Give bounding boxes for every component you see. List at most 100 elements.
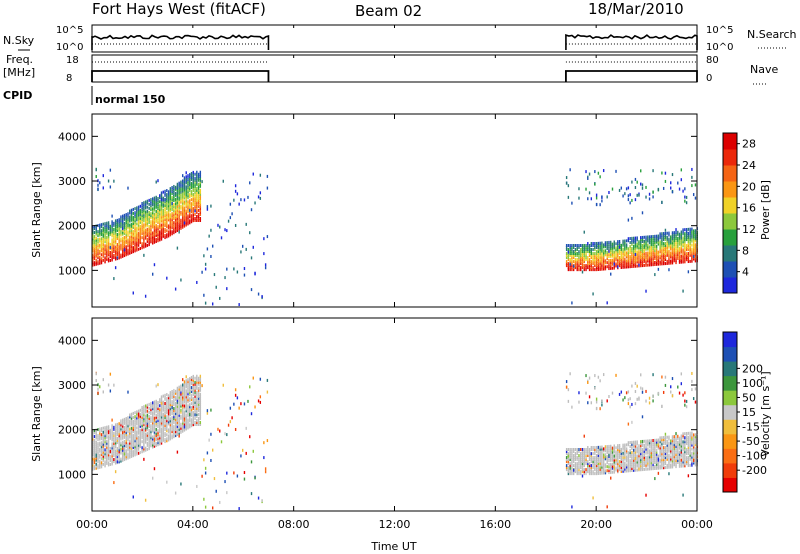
power-cell — [174, 220, 177, 224]
velocity-cell — [143, 429, 145, 433]
velocity-cell — [590, 458, 593, 462]
velocity-cell — [662, 436, 665, 440]
velocity-cell — [143, 421, 145, 425]
velocity-cell — [650, 465, 653, 469]
velocity-cell — [141, 416, 143, 420]
velocity-cell — [618, 449, 621, 453]
velocity-cell — [692, 397, 695, 401]
power-cell — [162, 190, 164, 194]
power-cell — [199, 190, 202, 194]
velocity-cell — [587, 380, 589, 384]
power-cell — [608, 191, 610, 195]
power-cell — [118, 248, 120, 252]
velocity-cell — [95, 466, 97, 470]
power-cell — [95, 236, 97, 240]
power-cell — [174, 214, 177, 218]
power-cell — [659, 234, 661, 238]
power-cell — [662, 256, 665, 260]
power-cell — [116, 232, 119, 236]
velocity-cell — [151, 411, 154, 415]
power-cell — [143, 229, 145, 233]
power-cell — [116, 226, 119, 230]
velocity-cell — [673, 447, 675, 451]
power-cell — [576, 252, 578, 256]
power-cell — [641, 211, 644, 215]
power-cell — [640, 254, 642, 258]
velocity-cell — [157, 407, 159, 411]
velocity-cell — [578, 450, 580, 454]
velocity-cell — [604, 453, 607, 457]
power-cell — [180, 220, 182, 224]
velocity-cell — [668, 447, 670, 451]
power-cell — [680, 238, 683, 242]
velocity-cell — [174, 426, 177, 430]
velocity-cell — [166, 419, 168, 423]
velocity-cell — [132, 419, 134, 423]
velocity-cell — [671, 465, 674, 469]
power-cell — [620, 263, 623, 267]
velocity-cell — [160, 419, 163, 423]
power-cell — [104, 250, 106, 254]
power-cell — [624, 259, 626, 263]
velocity-cell — [680, 434, 683, 438]
velocity-cell — [151, 439, 154, 443]
power-cell — [139, 236, 142, 240]
power-cell — [187, 184, 189, 188]
power-cell — [162, 210, 164, 214]
power-cell — [599, 263, 601, 267]
power-cell — [129, 235, 131, 239]
power-cell — [166, 207, 168, 211]
velocity-cell — [678, 458, 681, 462]
velocity-cell — [638, 454, 640, 458]
power-cell — [652, 195, 654, 199]
power-cell — [662, 186, 665, 190]
power-cell — [167, 194, 170, 198]
power-cell — [192, 170, 194, 174]
velocity-cell — [645, 459, 647, 463]
velocity-cell — [169, 399, 172, 403]
power-cell — [132, 248, 134, 252]
velocity-cell — [137, 441, 140, 445]
velocity-cell — [136, 446, 138, 450]
power-cell — [657, 252, 660, 256]
velocity-cell — [104, 454, 106, 458]
velocity-cell — [668, 459, 670, 463]
power-cell — [125, 253, 127, 257]
velocity-cell — [120, 437, 122, 441]
power-cell — [199, 210, 202, 214]
velocity-cell — [155, 421, 157, 425]
velocity-cell — [134, 441, 136, 445]
power-cell — [153, 202, 156, 206]
power-cell — [611, 242, 614, 246]
power-cell — [180, 212, 182, 216]
velocity-cell — [189, 417, 191, 421]
velocity-cell — [150, 444, 152, 448]
velocity-cell — [631, 446, 633, 450]
velocity-cell — [675, 457, 677, 461]
velocity-cell — [664, 437, 667, 441]
velocity-cell — [97, 458, 99, 462]
power-cell — [583, 260, 585, 264]
power-cell — [194, 188, 196, 192]
power-cell — [657, 234, 660, 238]
velocity-cell — [192, 388, 194, 392]
velocity-cell — [113, 439, 115, 443]
power-cell — [694, 231, 697, 235]
power-cell — [689, 245, 691, 249]
power-cell — [661, 242, 663, 246]
power-cell — [116, 236, 119, 240]
velocity-cell — [680, 442, 683, 446]
velocity-cell — [661, 444, 663, 448]
velocity-cell — [130, 438, 133, 442]
power-cell — [567, 264, 570, 268]
velocity-cell — [120, 419, 122, 423]
velocity-cell — [668, 441, 670, 445]
power-cell — [180, 224, 182, 228]
power-cell — [123, 244, 126, 248]
power-cell — [654, 236, 656, 240]
power-cell — [99, 237, 101, 241]
power-cell — [102, 230, 104, 234]
velocity-cell — [634, 460, 637, 464]
velocity-cell — [604, 445, 607, 449]
power-cell — [229, 216, 232, 220]
